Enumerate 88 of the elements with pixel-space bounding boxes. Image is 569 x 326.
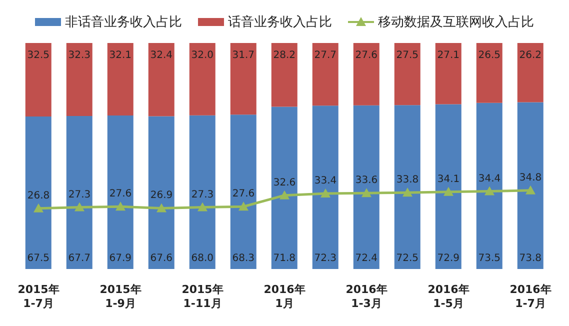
data-label: 68.3: [232, 253, 255, 264]
data-label: 32.4: [150, 50, 173, 62]
point: [362, 188, 372, 198]
data-label: 32.5: [27, 50, 50, 62]
data-label: 27.1: [437, 50, 460, 62]
legend-label: 移动数据及互联网收入占比: [378, 14, 534, 31]
data-label: 27.3: [191, 189, 214, 200]
data-label: 32.0: [191, 50, 214, 62]
data-label: 26.8: [27, 190, 50, 202]
bar: [230, 114, 256, 269]
x-tick-label: 2016年 1-3月: [346, 283, 388, 310]
data-label: 33.6: [355, 175, 378, 186]
data-label: 72.4: [355, 253, 378, 264]
legend-label: 非话音业务收入占比: [65, 14, 182, 31]
data-label: 67.7: [68, 253, 91, 264]
data-label: 27.3: [68, 189, 91, 200]
point: [484, 186, 494, 196]
data-label: 34.4: [478, 173, 501, 184]
bar: [312, 106, 338, 269]
bar: [148, 43, 174, 116]
bar: [271, 106, 298, 269]
point: [444, 186, 454, 196]
data-label: 27.6: [355, 50, 378, 62]
point: [74, 202, 84, 212]
data-label: 67.5: [27, 253, 50, 264]
bar: [230, 43, 256, 115]
point: [402, 188, 412, 197]
data-label: 73.5: [478, 253, 501, 264]
bar: [107, 116, 134, 269]
bar: [394, 105, 420, 269]
x-tick-label: 2016年 1-7月: [510, 283, 552, 310]
point: [198, 202, 208, 212]
bar: [435, 104, 462, 269]
bar: [25, 43, 52, 116]
x-tick-label: 2016年 1-5月: [428, 283, 470, 310]
x-tick-label: 2016年 1月: [264, 283, 306, 310]
data-label: 27.7: [314, 50, 337, 62]
bar: [312, 43, 338, 106]
bar: [271, 43, 298, 107]
data-label: 34.1: [437, 174, 460, 185]
x-tick-label: 2015年 1-7月: [18, 283, 60, 310]
bar: [107, 43, 134, 116]
data-label: 73.8: [519, 253, 542, 264]
x-tick-label: 2015年 1-9月: [100, 283, 142, 310]
bar: [148, 116, 174, 269]
point: [34, 203, 44, 212]
data-label: 26.5: [478, 50, 501, 62]
bar: [25, 116, 52, 269]
data-label: 26.2: [519, 50, 542, 62]
bar: [66, 43, 92, 116]
data-label: 33.8: [396, 174, 419, 186]
data-label: 33.4: [314, 176, 337, 187]
data-label: 32.3: [68, 50, 91, 62]
data-label: 27.6: [109, 188, 132, 200]
bar: [66, 116, 92, 269]
point: [116, 202, 126, 211]
x-tick-label: 2015年 1-11月: [182, 283, 224, 310]
bar: [353, 105, 380, 269]
point: [320, 188, 330, 198]
data-label: 26.9: [150, 190, 173, 202]
bar: [476, 102, 502, 269]
data-label: 28.2: [273, 50, 296, 62]
bar: [517, 102, 544, 269]
data-label: 72.3: [314, 253, 337, 264]
data-label: 32.6: [273, 177, 296, 188]
point: [156, 203, 166, 212]
legend-label: 话音业务收入占比: [228, 14, 332, 31]
bar: [517, 43, 544, 102]
bar: [189, 115, 216, 269]
point: [526, 185, 536, 194]
data-label: 71.8: [273, 253, 296, 264]
data-label: 67.6: [150, 253, 173, 264]
data-label: 68.0: [191, 253, 214, 264]
bar: [394, 43, 420, 106]
data-label: 32.1: [109, 50, 132, 62]
bar: [353, 43, 380, 106]
data-label: 27.5: [396, 50, 419, 62]
data-label: 72.5: [396, 253, 419, 264]
data-label: 31.7: [232, 50, 255, 62]
data-label: 27.6: [232, 188, 255, 200]
bar: [189, 43, 216, 116]
data-label: 67.9: [109, 253, 132, 264]
bar: [476, 43, 502, 103]
point: [238, 202, 248, 211]
bar: [435, 43, 462, 104]
data-label: 72.9: [437, 253, 460, 264]
point: [280, 190, 290, 200]
data-label: 34.8: [519, 172, 542, 184]
